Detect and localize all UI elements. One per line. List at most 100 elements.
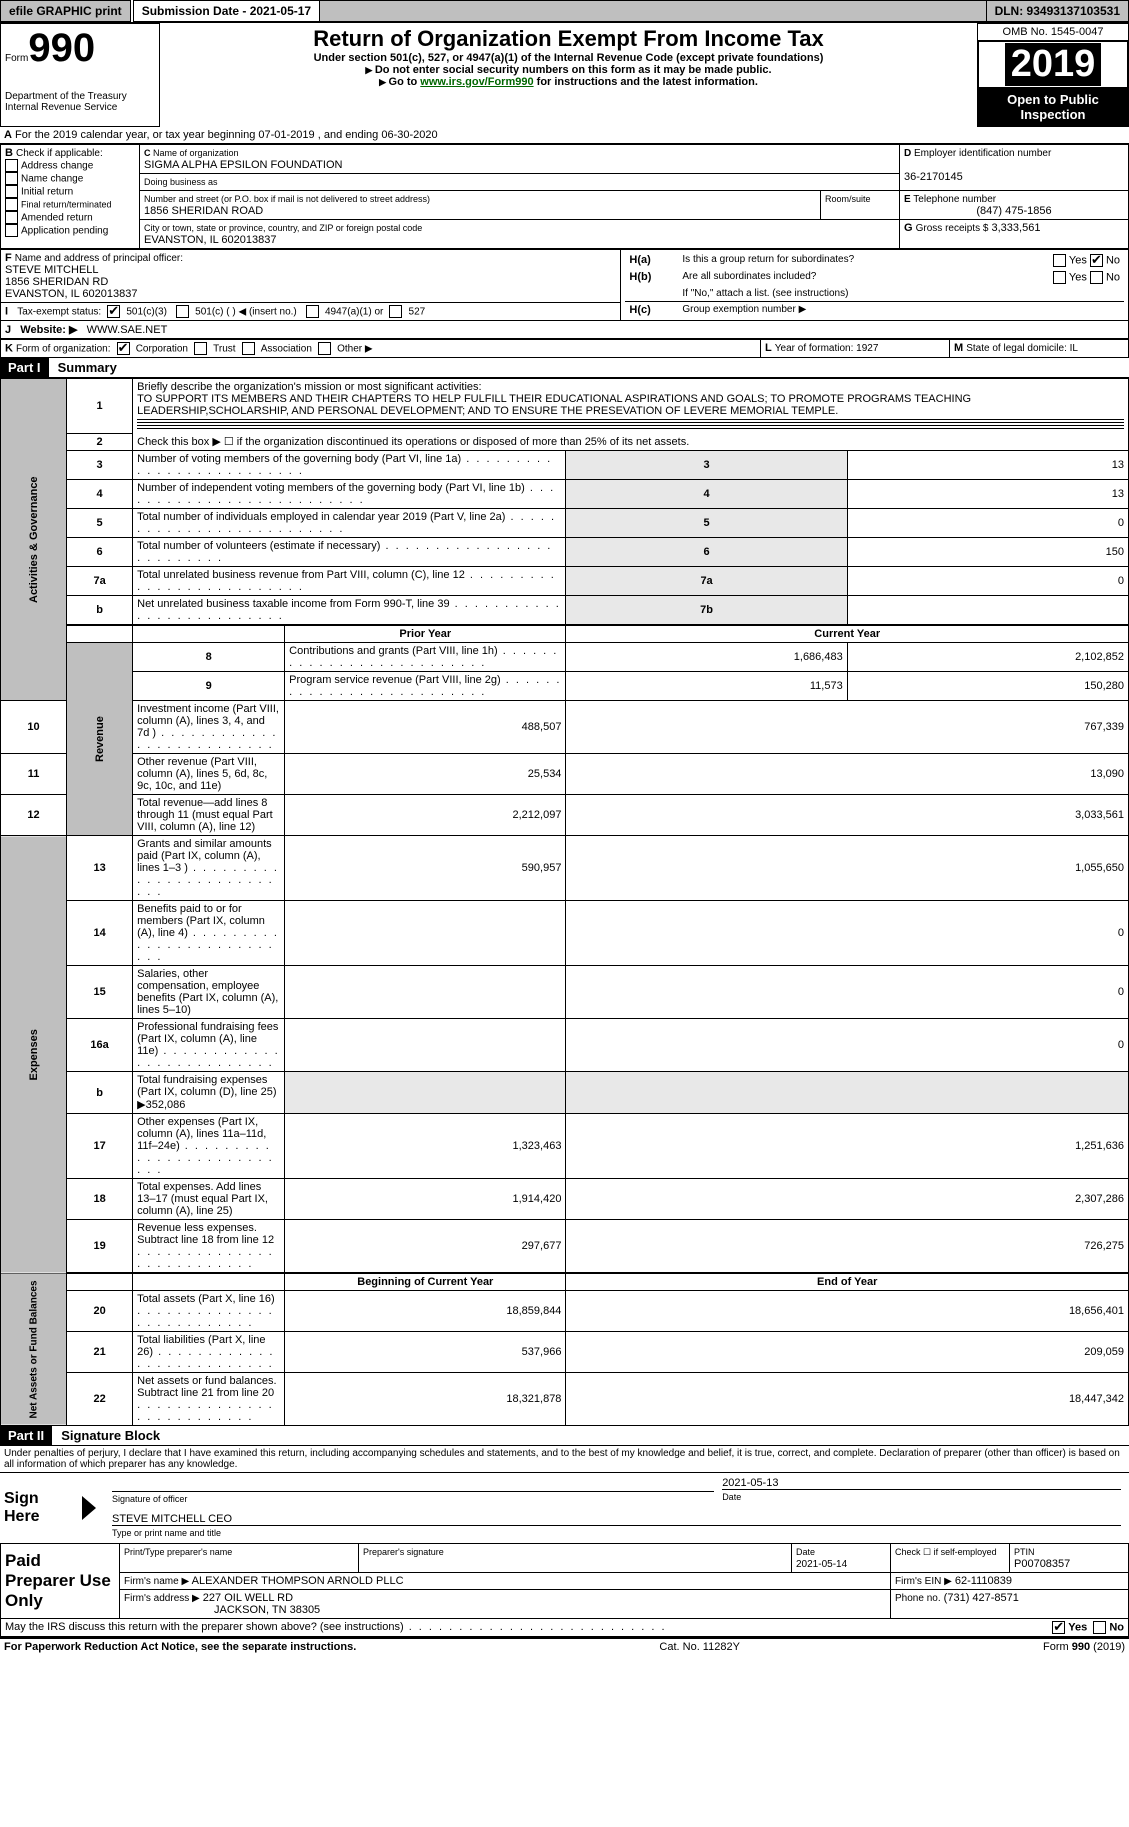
hb-label: Are all subordinates included? [678,269,1006,286]
officer-city: EVANSTON, IL 602013837 [5,288,138,300]
l21-prior: 537,966 [285,1332,566,1373]
top-bar: efile GRAPHIC print Submission Date - 20… [0,0,1129,23]
form-prefix: Form [5,53,28,64]
entity-block: B Check if applicable: Address change Na… [0,144,1129,249]
hb-note: If "No," attach a list. (see instruction… [678,286,1124,302]
efile-print-button[interactable]: efile GRAPHIC print [0,0,131,22]
l11-current: 13,090 [566,754,1129,795]
open-to-public: Open to Public Inspection [978,88,1128,126]
app-pending-label: Application pending [21,225,108,236]
period-begin: For the 2019 calendar year, or tax year … [15,129,315,141]
hb-yes-checkbox[interactable] [1053,271,1066,284]
hc-label: Group exemption number ▶ [678,302,1124,319]
note-goto: Go to www.irs.gov/Form990 for instructio… [164,76,973,88]
goto-pre: Go to [389,76,421,88]
final-return-checkbox[interactable] [5,198,18,211]
box-g-letter: G [904,222,913,234]
l10-current: 767,339 [566,701,1129,754]
vlabel-expenses: Expenses [1,836,67,1274]
dba-label: Doing business as [144,177,218,187]
l21-current: 209,059 [566,1332,1129,1373]
officer-label: Name and address of principal officer: [15,253,183,264]
name-change-checkbox[interactable] [5,172,18,185]
l18-text: Total expenses. Add lines 13–17 (must eq… [133,1179,285,1220]
street-label: Number and street (or P.O. box if mail i… [144,194,430,204]
vlabel-governance: Activities & Governance [1,379,67,701]
org-name: SIGMA ALPHA EPSILON FOUNDATION [144,159,342,171]
l20-prior: 18,859,844 [285,1291,566,1332]
l12-prior: 2,212,097 [285,795,566,836]
l17-text: Other expenses (Part IX, column (A), lin… [137,1116,274,1176]
4947-checkbox[interactable] [306,305,319,318]
l15-prior [285,966,566,1019]
part1-tag: Part I [0,358,49,377]
addr-change-label: Address change [21,160,93,171]
discuss-no-checkbox[interactable] [1093,1621,1106,1634]
discuss-yes: Yes [1068,1621,1087,1633]
ha-yes: Yes [1069,254,1087,266]
form-org-label: Form of organization: [16,343,111,354]
officer-block: F Name and address of principal officer:… [0,249,1129,321]
app-pending-checkbox[interactable] [5,224,18,237]
assoc-label: Association [261,343,312,354]
initial-return-label: Initial return [21,186,73,197]
ha-no: No [1106,254,1120,266]
hb-no-checkbox[interactable] [1090,271,1103,284]
assoc-checkbox[interactable] [242,342,255,355]
addr-change-checkbox[interactable] [5,159,18,172]
l13-text: Grants and similar amounts paid (Part IX… [137,838,279,898]
l7b-val [847,596,1128,626]
l11-prior: 25,534 [285,754,566,795]
state-domicile: State of legal domicile: IL [966,343,1078,354]
l22-prior: 18,321,878 [285,1373,566,1426]
ha-no-checkbox[interactable] [1090,254,1103,267]
form990-link[interactable]: www.irs.gov/Form990 [420,76,533,88]
501c3-checkbox[interactable] [107,305,120,318]
l11-text: Other revenue (Part VIII, column (A), li… [133,754,285,795]
501c3-label: 501(c)(3) [126,306,167,317]
hb-yes: Yes [1069,271,1087,283]
l12-text: Total revenue—add lines 8 through 11 (mu… [133,795,285,836]
sig-date-val: 2021-05-13 [722,1477,1121,1490]
amended-return-checkbox[interactable] [5,211,18,224]
firm-addr-label: Firm's address ▶ [124,1593,200,1604]
l6-text: Total number of volunteers (estimate if … [137,540,552,564]
goto-post: for instructions and the latest informat… [534,76,758,88]
ha-yes-checkbox[interactable] [1053,254,1066,267]
final-return-label: Final return/terminated [21,199,112,209]
527-checkbox[interactable] [389,305,402,318]
website-row: J Website: ▶ WWW.SAE.NET [0,321,1129,339]
l1-text: TO SUPPORT ITS MEMBERS AND THEIR CHAPTER… [137,393,971,417]
col-current: Current Year [814,628,880,640]
perjury-declaration: Under penalties of perjury, I declare th… [0,1446,1129,1473]
l18-prior: 1,914,420 [285,1179,566,1220]
discuss-row: May the IRS discuss this return with the… [0,1619,1129,1637]
box-a-letter: A [4,129,12,141]
other-checkbox[interactable] [318,342,331,355]
l13-prior: 590,957 [285,836,566,901]
l20-text: Total assets (Part X, line 16) [137,1293,275,1329]
phone-value: (847) 475-1856 [904,205,1124,217]
klm-row: K Form of organization: Corporation Trus… [0,339,1129,358]
l18-current: 2,307,286 [566,1179,1129,1220]
box-f-letter: F [5,252,12,264]
corp-checkbox[interactable] [117,342,130,355]
l20-current: 18,656,401 [566,1291,1129,1332]
sig-name-val: STEVE MITCHELL CEO [112,1513,1121,1526]
firm-name-label: Firm's name ▶ [124,1576,189,1587]
ha-label: Is this a group return for subordinates? [678,252,1006,269]
topbar-spacer [320,0,985,22]
l7a-text: Total unrelated business revenue from Pa… [137,569,556,593]
dept-treasury: Department of the Treasury [5,91,155,102]
initial-return-checkbox[interactable] [5,185,18,198]
501c-checkbox[interactable] [176,305,189,318]
trust-checkbox[interactable] [194,342,207,355]
website-label: Website: ▶ [20,324,77,336]
l19-prior: 297,677 [285,1220,566,1274]
l17-current: 1,251,636 [566,1114,1129,1179]
discuss-yes-checkbox[interactable] [1052,1621,1065,1634]
sig-name-label: Type or print name and title [112,1528,221,1538]
box-c-letter: C [144,148,151,158]
omb-number: OMB No. 1545-0047 [978,24,1128,41]
box-m-letter: M [954,342,963,354]
